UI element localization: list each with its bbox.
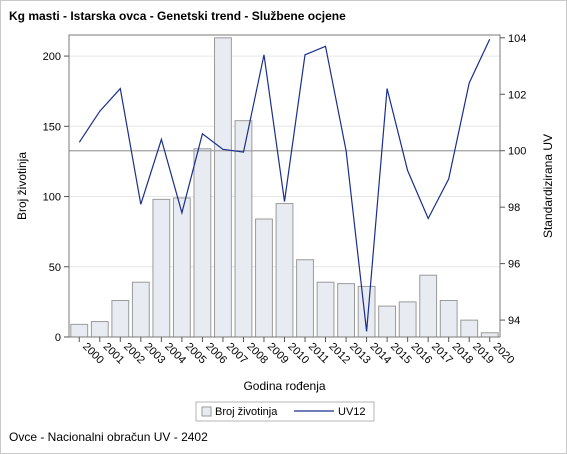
left-axis-ticks: 0 50 100 150 200 [43, 51, 69, 344]
x-tick-label: 2009 [265, 341, 291, 367]
legend-box [195, 401, 375, 422]
bar [480, 332, 499, 338]
x-axis-label: Godina rođenja [243, 379, 325, 393]
right-tick-label: 94 [508, 315, 520, 327]
bar [255, 218, 273, 338]
x-tick-label: 2013 [347, 341, 373, 367]
legend-label-bars: Broj životinja [215, 406, 278, 418]
bar [337, 283, 355, 338]
bar [460, 319, 479, 338]
bar [296, 259, 314, 338]
right-tick-label: 102 [508, 89, 526, 101]
legend-bar-swatch [201, 406, 212, 417]
right-tick-label: 98 [508, 202, 520, 214]
bar [439, 299, 458, 338]
left-tick-label: 50 [49, 262, 61, 274]
bar [275, 203, 294, 338]
x-tick-label: 2015 [388, 341, 414, 367]
right-tick-label: 104 [508, 33, 526, 45]
x-tick-label: 2018 [450, 341, 476, 367]
x-tick-label: 2017 [429, 341, 455, 367]
footnote: Ovce - Nacionalni obračun UV - 2402 [9, 430, 208, 444]
right-axis-label: Standardizirana UV [541, 134, 555, 238]
x-tick-label: 2020 [491, 341, 517, 367]
right-tick-label: 100 [508, 146, 526, 158]
bar [90, 321, 109, 338]
bar [70, 323, 89, 338]
legend: Broj životinja UV12 [195, 401, 375, 422]
legend-label-line: UV12 [338, 406, 366, 418]
left-tick-label: 150 [43, 121, 61, 133]
x-tick-label: 2014 [367, 341, 393, 367]
x-tick-label: 2011 [306, 341, 331, 366]
bar [172, 197, 191, 338]
bar [131, 281, 150, 338]
x-tick-label: 2004 [162, 341, 188, 367]
x-tick-label: 2000 [80, 341, 106, 367]
x-tick-label: 2003 [142, 341, 168, 367]
x-tick-label: 2005 [183, 341, 209, 367]
x-tick-label: 2001 [101, 341, 127, 367]
left-axis-label: Broj životinja [15, 152, 29, 220]
bar [419, 274, 438, 338]
left-tick-label: 0 [55, 332, 61, 344]
bars-layer [70, 37, 499, 338]
x-tick-label: 2002 [121, 341, 147, 367]
bar [152, 198, 171, 338]
x-tick-label: 2007 [224, 341, 250, 367]
x-tick-label: 2016 [409, 341, 435, 367]
right-tick-label: 96 [508, 259, 520, 271]
chart-title: Kg masti - Istarska ovca - Genetski tren… [9, 9, 346, 23]
x-tick-label: 2008 [244, 341, 270, 367]
right-axis-ticks: 94 96 98 100 102 104 [500, 33, 526, 327]
x-tick-label: 2006 [203, 341, 229, 367]
bar [378, 305, 397, 338]
x-tick-label: 2012 [326, 341, 352, 367]
bar [234, 120, 253, 338]
bar [111, 299, 130, 338]
x-tick-label: 2010 [285, 341, 311, 367]
bar [214, 37, 232, 338]
x-tick-label: 2019 [470, 341, 496, 367]
bar [316, 281, 335, 338]
bar [193, 148, 212, 338]
bar [398, 301, 417, 338]
left-tick-label: 200 [43, 51, 61, 63]
x-axis-ticks: 2000200120022003200420052006200720082009… [78, 337, 517, 367]
uv12-line [78, 38, 491, 332]
left-tick-label: 100 [43, 192, 61, 204]
